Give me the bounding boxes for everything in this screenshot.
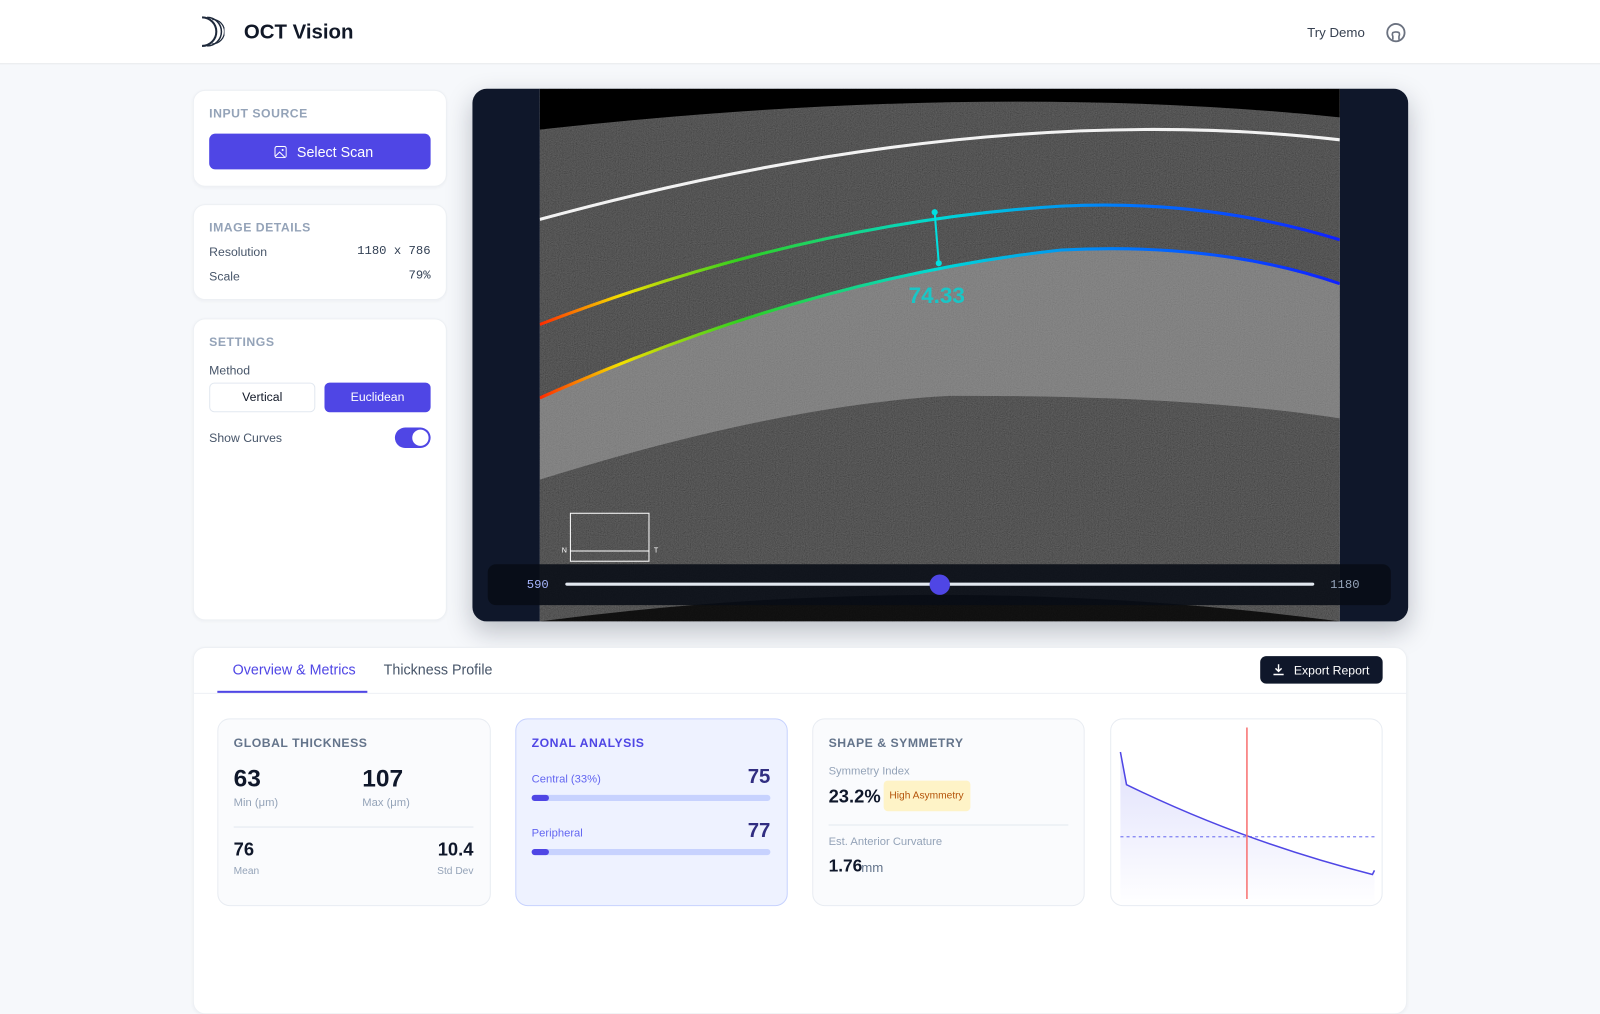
select-button[interactable] [209, 133, 431, 170]
divider [828, 824, 1069, 826]
detail-value: 1180 x 786 [357, 243, 431, 259]
zone-bar-fill [531, 848, 549, 856]
card-title: ZONAL ANALYSIS [531, 735, 645, 750]
zone-label: Peripheral [531, 827, 583, 840]
viewer: 74.33 N T 590 1180 [472, 88, 1409, 622]
min-value: 63 [233, 765, 261, 793]
card-title: GLOBAL THICKNESS [233, 735, 368, 750]
method-label: Method [209, 363, 251, 378]
slider-max: 1180 [1330, 577, 1360, 592]
app-title: OCT Vision [243, 20, 354, 44]
curvature-label: Est. Anterior Curvature [828, 835, 943, 848]
button-label[interactable]: Select Scan [296, 143, 374, 161]
detail-label: Resolution [209, 244, 268, 260]
method-button[interactable] [209, 382, 316, 413]
divider [233, 826, 474, 828]
card-title: INPUT SOURCE [209, 106, 308, 121]
method-text[interactable]: Vertical [242, 389, 283, 405]
std-label: Std Dev [437, 865, 474, 878]
tab-active[interactable]: Overview & Metrics [232, 661, 356, 678]
slider-min: 590 [526, 577, 549, 592]
zone-value: 75 [747, 765, 771, 789]
max-label: Max (μm) [362, 796, 410, 810]
tab-underline [217, 690, 368, 693]
download-icon [1273, 664, 1284, 676]
zone-bar [531, 794, 771, 802]
zonal-card [515, 718, 788, 907]
tab[interactable]: Thickness Profile [383, 661, 493, 678]
zone-bar [531, 848, 771, 856]
toggle-label: Show Curves [209, 430, 283, 445]
nav-link[interactable]: Try Demo [1307, 24, 1365, 41]
global-card [217, 718, 491, 907]
min-label: Min (μm) [233, 796, 279, 810]
detail-label: Scale [209, 269, 240, 284]
scan-image [539, 88, 1340, 622]
symmetry-label: Symmetry Index [828, 765, 910, 778]
method-text[interactable]: Euclidean [350, 389, 405, 405]
mean-label: Mean [233, 865, 260, 878]
card-title: SHAPE & SYMMETRY [828, 735, 964, 750]
measurement-label: 74.33 [908, 282, 965, 309]
profile-sparkline [1119, 727, 1376, 906]
curvature-value: 1.76 [828, 856, 863, 876]
zone-label: Central (33%) [531, 773, 601, 786]
scan [539, 88, 1340, 622]
logo [201, 16, 225, 47]
orientation-label: N [561, 547, 567, 555]
std-value: 10.4 [437, 839, 474, 860]
method-button-active[interactable] [324, 382, 431, 413]
orientation-label: T [653, 547, 659, 555]
zone-bar-fill [531, 794, 549, 802]
details-card [192, 204, 447, 300]
github-icon[interactable] [1386, 22, 1406, 43]
badge [883, 780, 971, 812]
slider-thumb[interactable] [929, 574, 950, 595]
detail-value: 79% [408, 268, 431, 283]
zone-value: 77 [747, 819, 771, 843]
profile-card [1110, 718, 1383, 907]
toggle-knob [412, 429, 429, 446]
badge-text: High Asymmetry [889, 790, 964, 802]
settings-card [192, 318, 447, 621]
max-value: 107 [362, 765, 404, 793]
shape-card [812, 718, 1085, 907]
mean-value: 76 [233, 839, 255, 860]
header [0, 0, 1600, 65]
card-title: SETTINGS [209, 334, 275, 349]
curvature-unit: mm [861, 859, 884, 875]
symmetry-value: 23.2% [828, 786, 881, 807]
image-icon [274, 145, 287, 159]
tab-divider [193, 692, 1407, 694]
export-label[interactable]: Export Report [1293, 663, 1370, 678]
card-title: IMAGE DETAILS [209, 220, 311, 235]
